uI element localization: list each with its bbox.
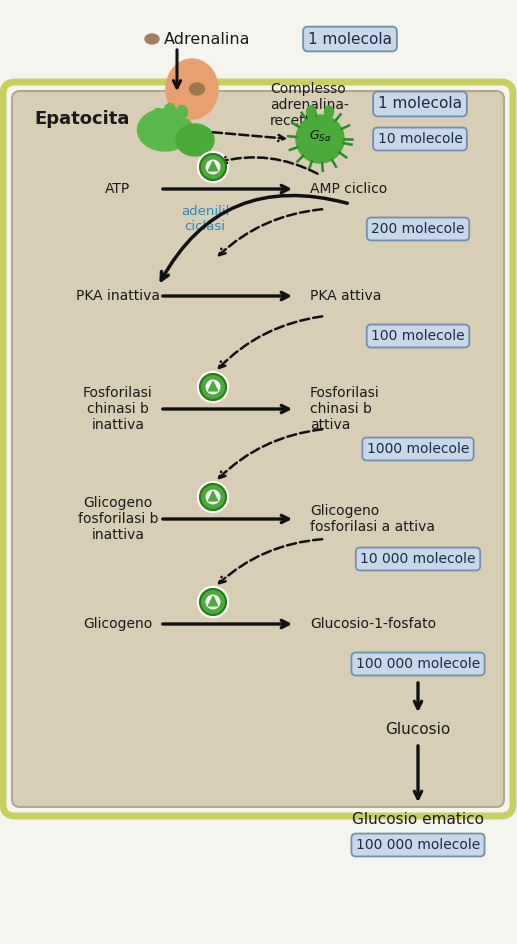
Text: Adrenalina: Adrenalina xyxy=(164,31,251,46)
Circle shape xyxy=(296,115,344,163)
Text: 100 000 molecole: 100 000 molecole xyxy=(356,657,480,671)
Ellipse shape xyxy=(153,109,163,122)
Text: $G_{S\alpha}$: $G_{S\alpha}$ xyxy=(309,128,331,143)
Text: AMP ciclico: AMP ciclico xyxy=(310,182,387,196)
Text: 1 molecola: 1 molecola xyxy=(308,31,392,46)
Text: 1 molecola: 1 molecola xyxy=(378,96,462,111)
Text: Glucosio-1-fosfato: Glucosio-1-fosfato xyxy=(310,617,436,631)
Text: Glicogeno
fosforilasi b
inattiva: Glicogeno fosforilasi b inattiva xyxy=(78,496,158,542)
Text: Epatocita: Epatocita xyxy=(34,110,129,128)
Circle shape xyxy=(200,484,226,510)
Ellipse shape xyxy=(164,104,175,116)
Circle shape xyxy=(197,481,229,513)
Text: ATP: ATP xyxy=(105,182,131,196)
Circle shape xyxy=(197,372,229,402)
Ellipse shape xyxy=(138,109,192,151)
Text: 100 molecole: 100 molecole xyxy=(371,329,465,343)
Ellipse shape xyxy=(166,59,218,119)
Circle shape xyxy=(197,151,229,182)
Polygon shape xyxy=(208,161,218,171)
Circle shape xyxy=(200,154,226,180)
Circle shape xyxy=(206,380,220,394)
Text: 10 molecole: 10 molecole xyxy=(377,132,462,146)
Circle shape xyxy=(206,490,220,504)
FancyBboxPatch shape xyxy=(12,91,504,807)
Circle shape xyxy=(206,160,220,174)
Text: Fosforilasi
chinasi b
attiva: Fosforilasi chinasi b attiva xyxy=(310,386,380,432)
Text: Complesso
adrenalina-
recettore: Complesso adrenalina- recettore xyxy=(270,82,349,128)
Polygon shape xyxy=(208,381,218,391)
Circle shape xyxy=(206,596,220,609)
Ellipse shape xyxy=(307,106,315,118)
Polygon shape xyxy=(208,597,218,606)
Circle shape xyxy=(200,589,226,615)
Text: Fosforilasi
chinasi b
inattiva: Fosforilasi chinasi b inattiva xyxy=(83,386,153,432)
Polygon shape xyxy=(208,491,218,501)
Text: Glucosio: Glucosio xyxy=(385,721,451,736)
Circle shape xyxy=(200,374,226,400)
Circle shape xyxy=(197,586,229,617)
Text: 100 000 molecole: 100 000 molecole xyxy=(356,838,480,852)
Ellipse shape xyxy=(190,83,205,95)
Ellipse shape xyxy=(176,124,214,156)
Text: Glicogeno: Glicogeno xyxy=(83,617,153,631)
Text: 10 000 molecole: 10 000 molecole xyxy=(360,552,476,566)
Text: Glicogeno
fosforilasi a attiva: Glicogeno fosforilasi a attiva xyxy=(310,504,435,534)
Text: PKA attiva: PKA attiva xyxy=(310,289,382,303)
Text: 1000 molecole: 1000 molecole xyxy=(367,442,469,456)
Text: adenilil
ciclasi: adenilil ciclasi xyxy=(181,205,229,233)
Ellipse shape xyxy=(325,106,333,118)
Text: PKA inattiva: PKA inattiva xyxy=(76,289,160,303)
Text: Glucosio ematico: Glucosio ematico xyxy=(352,812,484,827)
Ellipse shape xyxy=(145,34,159,44)
Ellipse shape xyxy=(176,106,188,119)
Text: 200 molecole: 200 molecole xyxy=(371,222,465,236)
